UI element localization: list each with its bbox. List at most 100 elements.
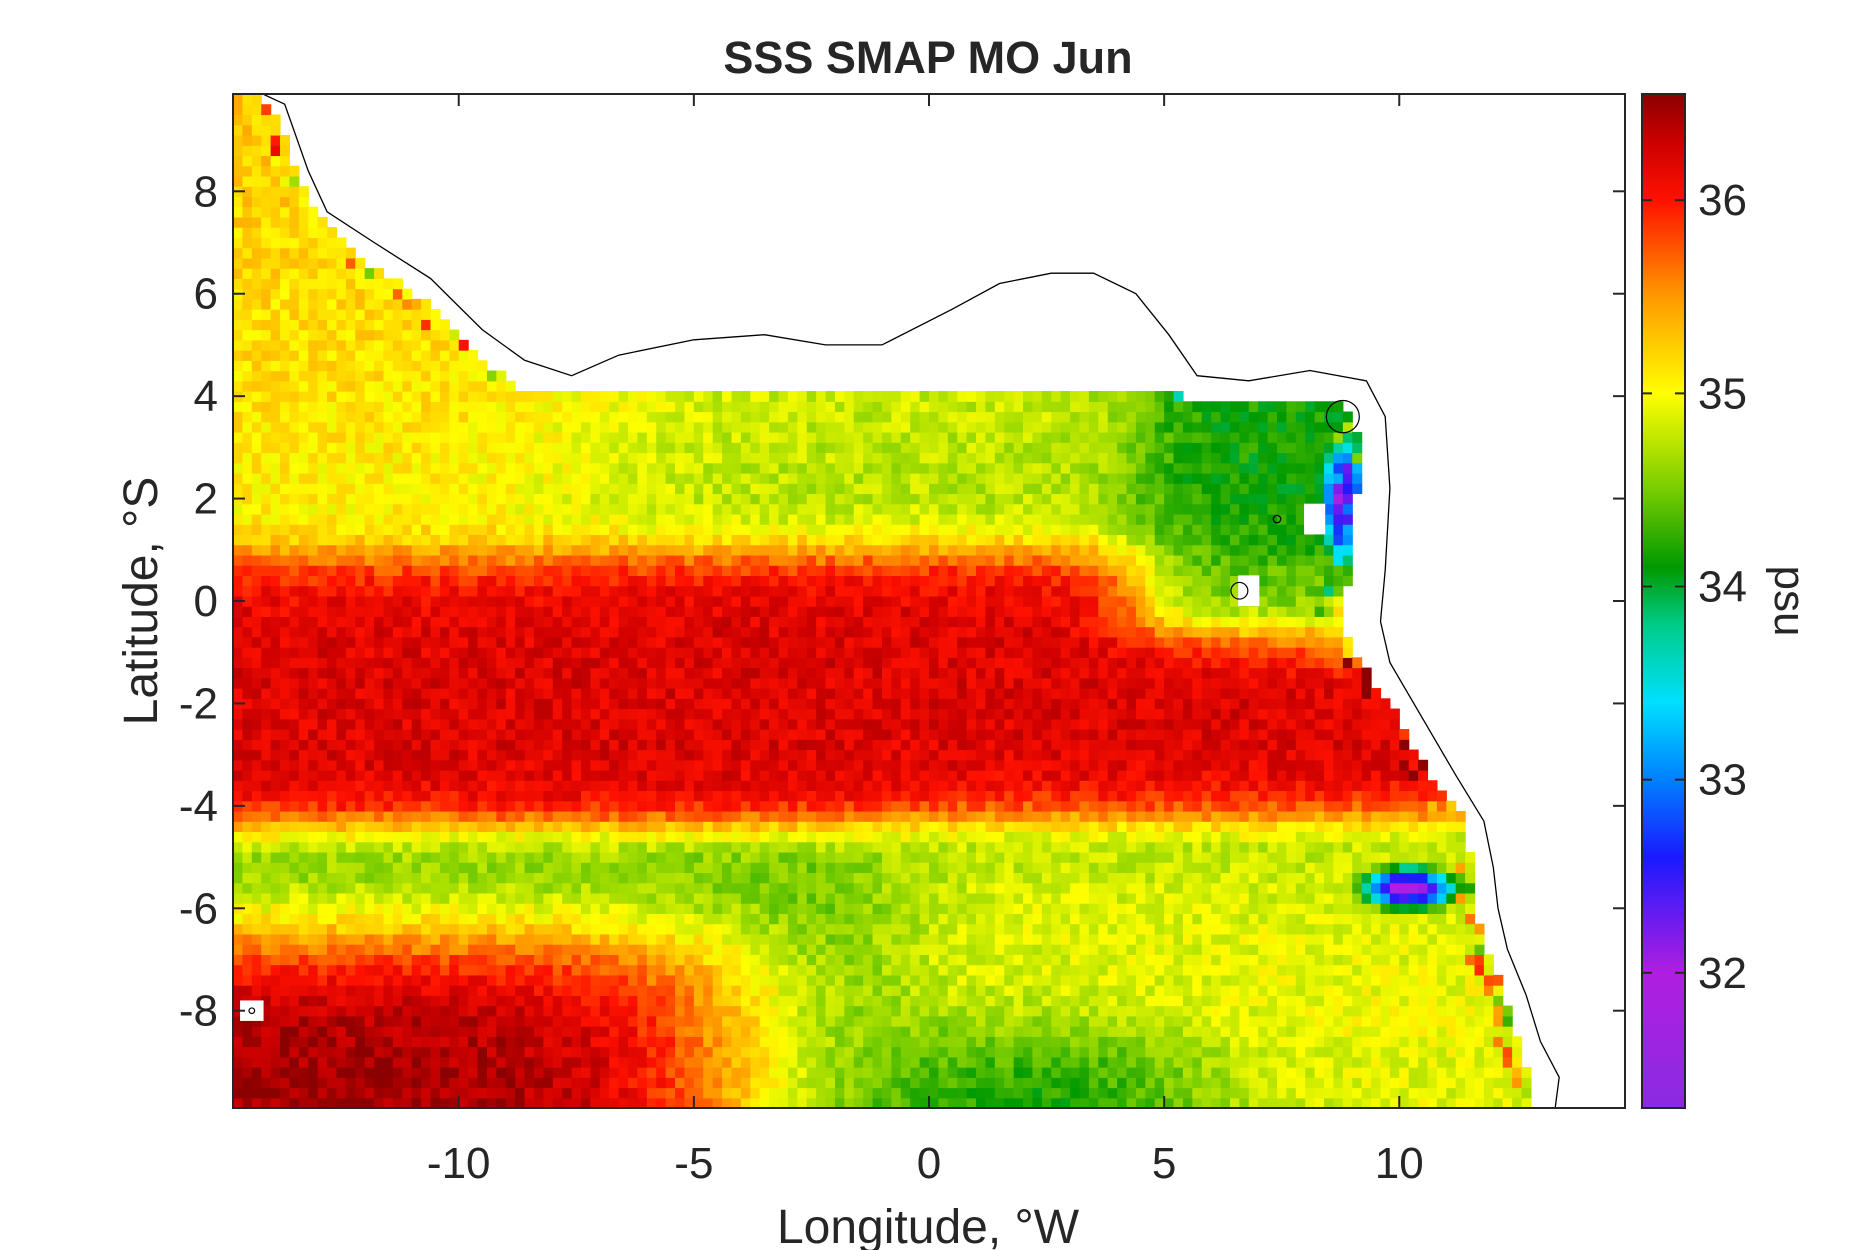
heat-cell	[834, 657, 845, 669]
heat-cell	[345, 647, 356, 658]
heat-cell	[693, 421, 704, 433]
heat-cell	[345, 268, 356, 279]
heat-cell	[731, 1087, 742, 1099]
heat-cell	[750, 411, 761, 423]
heat-cell	[468, 616, 479, 628]
heat-cell	[298, 821, 309, 833]
heat-cell	[468, 903, 479, 914]
heat-cell	[693, 472, 704, 484]
heat-cell	[844, 923, 855, 935]
heat-cell	[759, 729, 770, 740]
heat-cell	[825, 985, 836, 996]
heat-cell	[327, 657, 338, 669]
heat-cell	[722, 872, 733, 884]
heat-cell	[496, 544, 507, 556]
heat-cell	[778, 718, 789, 730]
heat-cell	[430, 1067, 441, 1078]
heat-cell	[251, 237, 262, 249]
heat-cell	[317, 1077, 328, 1089]
heat-cell	[261, 575, 272, 587]
heat-cell	[712, 677, 723, 689]
heat-cell	[562, 1036, 573, 1048]
heat-cell	[458, 391, 469, 402]
heat-cell	[449, 923, 460, 935]
heat-cell	[505, 759, 516, 771]
heat-cell	[806, 739, 817, 751]
heat-cell	[336, 708, 347, 720]
heat-cell	[609, 759, 620, 771]
heat-cell	[778, 913, 789, 925]
heat-cell	[336, 309, 347, 320]
heat-cell	[628, 606, 639, 617]
heat-cell	[505, 995, 516, 1007]
heat-cell	[637, 933, 648, 945]
heat-cell	[261, 923, 272, 935]
heat-cell	[731, 831, 742, 843]
heat-cell	[270, 1087, 281, 1099]
heat-cell	[233, 933, 244, 945]
heat-cell	[571, 739, 582, 751]
heat-cell	[834, 831, 845, 843]
heat-cell	[411, 606, 422, 617]
heat-cell	[477, 452, 488, 464]
heat-cell	[656, 513, 667, 525]
heat-cell	[270, 483, 281, 495]
heat-cell	[722, 995, 733, 1007]
heat-cell	[675, 759, 686, 771]
heat-cell	[571, 944, 582, 955]
heat-cell	[769, 780, 780, 792]
heat-cell	[637, 954, 648, 966]
heat-cell	[449, 350, 460, 361]
heat-cell	[383, 831, 394, 843]
heat-cell	[675, 862, 686, 874]
heat-cell	[364, 821, 375, 833]
heat-cell	[261, 1056, 272, 1068]
heat-cell	[750, 534, 761, 546]
heat-cell	[684, 1026, 695, 1037]
heat-cell	[543, 524, 554, 536]
heat-cell	[336, 1087, 347, 1099]
heat-cell	[402, 1046, 413, 1058]
heat-cell	[806, 821, 817, 833]
heat-cell	[496, 974, 507, 986]
heat-cell	[834, 411, 845, 423]
heat-cell	[392, 995, 403, 1007]
heat-cell	[759, 1046, 770, 1058]
heat-cell	[787, 903, 798, 914]
heat-cell	[233, 995, 244, 1007]
heat-cell	[327, 1015, 338, 1027]
heat-cell	[345, 360, 356, 372]
heat-cell	[524, 534, 535, 546]
heat-cell	[618, 800, 629, 812]
heat-cell	[524, 923, 535, 935]
heat-cell	[609, 575, 620, 587]
heat-cell	[533, 1036, 544, 1048]
heat-cell	[458, 1015, 469, 1027]
heat-cell	[750, 954, 761, 966]
heat-cell	[750, 1015, 761, 1027]
heat-cell	[336, 821, 347, 833]
heat-cell	[524, 821, 535, 833]
heat-cell	[251, 964, 262, 976]
heat-cell	[628, 503, 639, 515]
heat-cell	[599, 800, 610, 812]
heat-cell	[430, 493, 441, 505]
heat-cell	[430, 708, 441, 720]
heat-cell	[486, 544, 497, 556]
heat-cell	[834, 995, 845, 1007]
heat-cell	[280, 524, 291, 536]
heat-cell	[392, 1067, 403, 1078]
heat-cell	[515, 882, 526, 894]
heat-cell	[684, 432, 695, 443]
heat-cell	[505, 585, 516, 597]
heat-cell	[675, 995, 686, 1007]
heat-cell	[392, 739, 403, 751]
heat-cell	[581, 565, 592, 576]
heat-cell	[562, 677, 573, 689]
heat-cell	[458, 462, 469, 474]
heat-cell	[233, 565, 244, 576]
heat-cell	[665, 647, 676, 658]
heat-cell	[505, 1015, 516, 1027]
heat-cell	[646, 432, 657, 443]
heat-cell	[515, 913, 526, 925]
